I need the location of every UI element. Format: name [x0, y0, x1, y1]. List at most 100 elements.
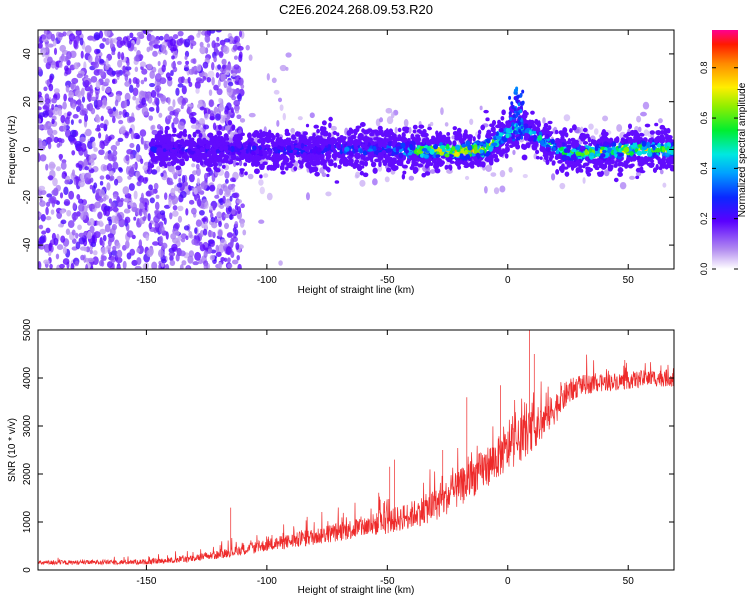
spectrogram-cell	[552, 146, 556, 152]
spectrogram-x-tick-label: 50	[623, 275, 635, 286]
spectrogram-cell	[216, 130, 223, 137]
spectrogram-cell	[590, 139, 597, 144]
spectrogram-cell	[554, 129, 559, 135]
spectrogram-cell	[401, 173, 406, 180]
spectrogram-cell	[510, 101, 514, 106]
spectrogram-cell	[38, 140, 43, 148]
spectrogram-cell	[78, 203, 85, 212]
spectrogram-cell	[151, 169, 158, 175]
spectrogram-cell	[328, 161, 334, 167]
snr-x-tick-label: 0	[505, 576, 511, 587]
spectrogram-cell	[521, 143, 525, 150]
snr-x-tick-label: -50	[380, 576, 395, 587]
spectrogram-cell	[264, 144, 270, 149]
spectrogram-cell	[80, 50, 84, 59]
spectrogram-cell	[477, 129, 482, 135]
spectrogram-cell	[602, 115, 609, 122]
spectrogram-cell	[159, 210, 166, 216]
spectrogram-cell	[220, 184, 226, 189]
spectrogram-cell	[236, 254, 240, 261]
spectrogram-cell	[138, 239, 143, 249]
spectrogram-cell	[318, 135, 323, 140]
spectrogram-cell	[48, 83, 54, 92]
spectrogram-cell	[350, 128, 354, 134]
spectrogram-cell	[198, 209, 205, 216]
spectrogram-cell	[189, 154, 194, 159]
spectrogram-cell	[217, 261, 223, 269]
spectrogram-cell	[355, 125, 362, 129]
spectrogram-cell	[228, 160, 232, 165]
spectrogram-cell	[392, 137, 397, 141]
spectrogram-cell	[84, 79, 90, 87]
spectrogram-cell	[659, 169, 664, 175]
spectrogram-cell	[464, 175, 470, 181]
spectrogram-cell	[199, 147, 205, 151]
spectrogram-cell	[398, 152, 404, 159]
spectrogram-cell	[284, 140, 291, 146]
spectrogram-cell	[198, 79, 205, 84]
spectrogram-cell	[217, 244, 225, 254]
spectrogram-cell	[151, 129, 158, 136]
spectrogram-cell	[641, 146, 648, 151]
spectrogram-cell	[170, 233, 177, 240]
spectrogram-cell	[133, 190, 138, 200]
spectrogram-cell	[177, 215, 183, 223]
spectrogram-cell	[495, 146, 501, 151]
spectrogram-cell	[230, 145, 235, 153]
spectrogram-cell	[140, 79, 145, 85]
spectrogram-cell	[231, 95, 237, 101]
spectrogram-cell	[45, 44, 49, 53]
spectrogram-cell	[569, 128, 573, 134]
spectrogram-cell	[234, 204, 239, 211]
spectrogram-cell	[606, 160, 612, 166]
spectrogram-cell	[551, 173, 556, 181]
spectrogram-cell	[436, 157, 442, 164]
spectrogram-cell	[191, 147, 197, 152]
spectrogram-cell	[657, 143, 661, 148]
spectrogram-cell	[396, 136, 401, 142]
spectrogram-cell	[359, 170, 364, 176]
spectrogram-cell	[88, 203, 96, 210]
spectrogram-cell	[230, 177, 236, 183]
spectrogram-cell	[143, 111, 150, 116]
spectrogram-cell	[654, 122, 659, 127]
spectrogram-cell	[219, 204, 225, 210]
spectrogram-cell	[60, 138, 65, 144]
spectrogram-cell	[107, 153, 115, 162]
spectrogram-cell	[405, 159, 411, 165]
spectrogram-cell	[569, 160, 574, 165]
spectrogram-x-tick-label: 0	[505, 275, 511, 286]
spectrogram-cell	[103, 155, 109, 160]
spectrogram-cell	[59, 209, 66, 214]
spectrogram-cell	[97, 211, 103, 220]
spectrogram-cell	[267, 164, 272, 169]
spectrogram-cell	[223, 45, 230, 54]
spectrogram-cell	[505, 128, 511, 133]
spectrogram-cell	[473, 146, 478, 151]
spectrogram-cell	[285, 52, 292, 58]
spectrogram-cell	[192, 170, 198, 176]
spectrogram-cell	[125, 154, 130, 162]
spectrogram-cell	[186, 265, 190, 269]
spectrogram-cell	[194, 227, 198, 234]
spectrogram-cell	[107, 239, 112, 247]
spectrogram-cell	[452, 140, 457, 147]
spectrogram-cell	[179, 160, 186, 167]
spectrogram-cell	[171, 148, 176, 154]
spectrogram-cell	[244, 171, 248, 176]
spectrogram-cell	[71, 229, 76, 236]
spectrogram-cell	[278, 260, 283, 266]
spectrogram-cell	[174, 112, 179, 118]
spectrogram-cell	[111, 70, 117, 76]
spectrogram-cell	[412, 168, 418, 174]
spectrogram-cell	[142, 216, 147, 222]
spectrogram-cell	[49, 263, 53, 269]
spectrogram-cell	[47, 175, 54, 181]
spectrogram-cell	[575, 159, 581, 166]
spectrogram-cell	[330, 144, 335, 151]
snr-y-tick-label: 2000	[22, 462, 33, 485]
spectrogram-cell	[53, 237, 59, 246]
spectrogram-cell	[483, 143, 487, 148]
spectrogram-cell	[135, 170, 141, 177]
spectrogram-cell	[172, 34, 179, 40]
